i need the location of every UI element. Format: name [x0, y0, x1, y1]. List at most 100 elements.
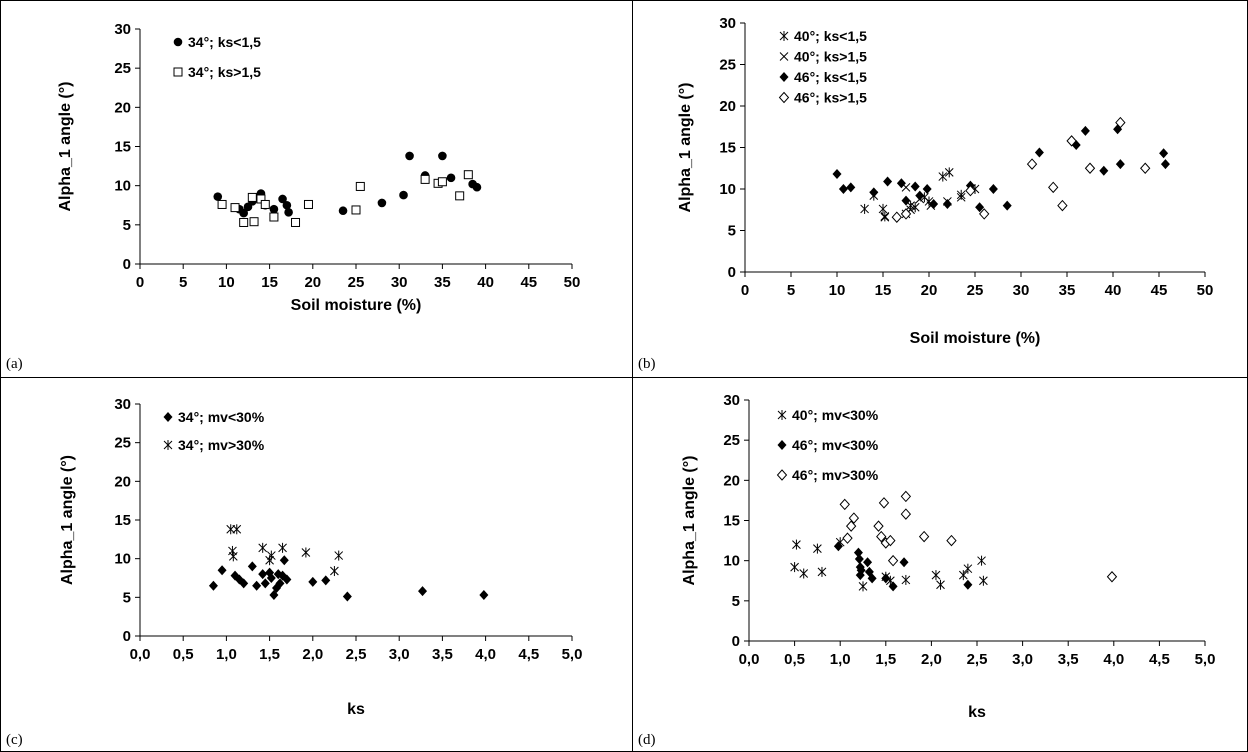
- legend-label: 40°; ks>1,5: [794, 49, 867, 65]
- data-point: [1099, 165, 1109, 176]
- legend-label: 46°; mv<30%: [792, 437, 879, 453]
- x-axis-title: ks: [968, 704, 986, 721]
- data-point: [1048, 181, 1059, 194]
- data-point: [946, 534, 957, 547]
- panel-letter-d: (d): [638, 732, 656, 748]
- data-point: [881, 573, 891, 584]
- data-point: [351, 205, 361, 215]
- legend-marker: [779, 31, 789, 41]
- data-point: [958, 570, 968, 581]
- x-tick-label: 0,0: [130, 646, 151, 663]
- data-point: [929, 198, 939, 209]
- x-tick-label: 20: [304, 274, 321, 291]
- data-point: [842, 532, 853, 544]
- data-point: [217, 199, 227, 209]
- legend-label: 46°; ks>1,5: [794, 90, 867, 106]
- data-point: [838, 184, 848, 194]
- legend-label: 46°; mv>30%: [792, 467, 879, 483]
- data-point: [266, 550, 276, 561]
- x-tick-label: 1,0: [216, 646, 237, 663]
- y-tick-label: 5: [123, 589, 131, 606]
- data-point: [472, 182, 482, 192]
- data-point: [832, 169, 842, 180]
- x-tick-label: 15: [261, 274, 278, 291]
- x-tick-label: 30: [391, 274, 408, 291]
- data-point: [301, 547, 311, 558]
- data-point: [338, 206, 348, 216]
- x-tick-label: 5,0: [562, 646, 583, 663]
- data-point: [213, 192, 223, 201]
- data-point: [910, 181, 920, 192]
- data-point: [915, 190, 925, 201]
- y-tick-label: 30: [723, 392, 740, 409]
- legend-marker: [776, 469, 788, 481]
- data-point: [918, 530, 930, 543]
- x-tick-label: 1,0: [830, 651, 851, 668]
- data-point: [965, 184, 976, 197]
- legend-label: 34°; ks<1,5: [188, 34, 261, 50]
- data-point: [308, 576, 318, 587]
- data-point: [864, 566, 874, 577]
- data-point: [418, 586, 428, 597]
- data-point: [1084, 162, 1096, 174]
- data-point: [1160, 159, 1170, 170]
- y-tick-label: 15: [719, 140, 736, 157]
- data-point: [891, 211, 902, 223]
- x-tick-label: 3,0: [1012, 651, 1033, 668]
- data-point: [876, 530, 887, 543]
- legend-marker: [779, 72, 789, 82]
- data-point: [247, 561, 257, 572]
- y-tick-label: 0: [123, 256, 131, 273]
- data-point: [1057, 199, 1068, 212]
- data-point: [938, 171, 948, 182]
- x-tick-label: 40: [1105, 282, 1122, 299]
- data-point: [334, 550, 344, 561]
- y-tick-label: 10: [114, 178, 131, 195]
- x-tick-label: 15: [875, 282, 892, 299]
- data-point: [217, 565, 227, 576]
- legend-marker: [778, 91, 790, 104]
- data-point: [303, 199, 313, 209]
- data-point: [377, 198, 387, 208]
- data-point: [1140, 162, 1151, 174]
- data-point: [260, 578, 270, 589]
- data-point: [799, 568, 809, 579]
- y-tick-label: 20: [719, 98, 736, 115]
- legend-marker: [163, 412, 173, 422]
- x-tick-label: 5: [787, 282, 795, 299]
- data-point: [330, 566, 339, 577]
- data-point: [228, 545, 237, 556]
- y-tick-label: 0: [123, 628, 131, 645]
- data-point: [269, 204, 279, 214]
- legend-marker: [173, 37, 183, 47]
- x-tick-label: 0,0: [739, 651, 760, 668]
- x-tick-label: 10: [218, 274, 235, 291]
- data-point: [342, 591, 352, 602]
- data-point: [839, 498, 850, 511]
- data-point: [282, 200, 292, 210]
- x-tick-label: 45: [520, 274, 537, 291]
- data-point: [1026, 158, 1038, 170]
- data-point: [979, 575, 988, 586]
- data-point: [1115, 116, 1126, 129]
- x-tick-label: 0: [741, 282, 749, 299]
- x-tick-label: 2,0: [302, 646, 323, 663]
- data-point: [860, 203, 869, 214]
- data-point: [858, 581, 868, 592]
- x-tick-label: 4,0: [475, 646, 496, 663]
- data-point: [975, 202, 985, 213]
- data-point: [479, 590, 489, 601]
- data-point: [228, 551, 238, 562]
- data-point: [269, 212, 279, 222]
- x-tick-label: 0,5: [173, 646, 194, 663]
- data-point: [355, 181, 365, 191]
- data-point: [979, 208, 990, 220]
- legend-marker: [777, 440, 787, 450]
- y-tick-label: 10: [719, 181, 736, 198]
- legend-label: 40°; ks<1,5: [794, 28, 867, 44]
- data-point: [455, 191, 465, 201]
- y-tick-label: 20: [114, 99, 131, 116]
- x-tick-label: 20: [921, 282, 938, 299]
- data-point: [845, 520, 857, 532]
